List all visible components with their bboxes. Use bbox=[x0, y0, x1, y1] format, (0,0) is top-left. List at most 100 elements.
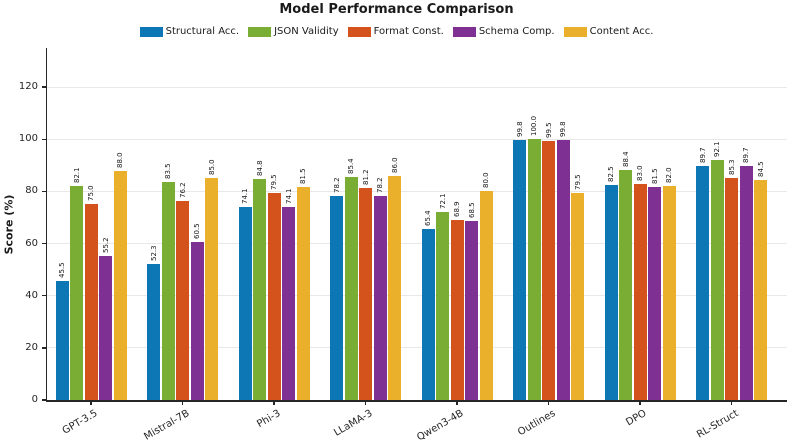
bar bbox=[70, 185, 83, 400]
bar-value-label: 78.2 bbox=[332, 177, 341, 194]
y-tick-mark bbox=[42, 294, 47, 297]
bar bbox=[513, 139, 526, 400]
bar bbox=[479, 191, 493, 400]
y-tick-mark bbox=[42, 399, 47, 401]
x-tick-label: DPO bbox=[624, 408, 649, 429]
gridline bbox=[47, 86, 787, 88]
bar bbox=[55, 281, 69, 400]
bar-value-label: 45.5 bbox=[58, 262, 66, 279]
legend-item: JSON Validity bbox=[248, 26, 339, 37]
bar bbox=[754, 179, 767, 400]
bar-value-label: 88.4 bbox=[621, 150, 630, 167]
bar-value-label: 89.7 bbox=[742, 147, 750, 164]
y-axis-title: Score (%) bbox=[2, 194, 16, 255]
bar bbox=[421, 229, 435, 400]
legend-item: Structural Acc. bbox=[139, 26, 240, 37]
x-tick-label: Outlines bbox=[515, 408, 557, 439]
gridline bbox=[47, 243, 787, 245]
x-tick-label: RL-Struct bbox=[694, 408, 740, 441]
y-tick-label: 120 bbox=[18, 81, 38, 93]
gridline bbox=[47, 138, 787, 140]
x-tick-mark bbox=[456, 400, 458, 405]
bar-value-label: 74.1 bbox=[284, 188, 293, 204]
bar-value-label: 89.7 bbox=[698, 147, 707, 164]
x-tick-label: Mistral-7B bbox=[141, 408, 191, 443]
bar-value-label: 81.5 bbox=[299, 168, 307, 185]
y-tick-label: 20 bbox=[25, 341, 38, 353]
legend-item: Format Const. bbox=[347, 26, 444, 37]
legend-swatch-icon bbox=[563, 26, 587, 37]
gridline bbox=[47, 190, 787, 192]
bar-value-label: 92.1 bbox=[713, 141, 721, 157]
bar-value-label: 83.0 bbox=[636, 164, 644, 181]
bar bbox=[662, 186, 676, 400]
bar-value-label: 55.2 bbox=[101, 237, 110, 254]
bar-value-label: 86.0 bbox=[390, 157, 399, 173]
bar-value-label: 80.0 bbox=[482, 172, 490, 189]
legend-label: Schema Comp. bbox=[478, 26, 555, 37]
legend-swatch-icon bbox=[452, 26, 476, 37]
bar bbox=[147, 263, 160, 400]
x-tick-mark bbox=[730, 400, 733, 405]
bar bbox=[619, 169, 632, 400]
bar-value-label: 68.9 bbox=[453, 201, 461, 218]
bar bbox=[648, 187, 661, 400]
bar-value-label: 85.3 bbox=[727, 158, 736, 175]
bar-value-label: 60.5 bbox=[193, 223, 201, 240]
bar-value-label: 81.5 bbox=[650, 168, 659, 185]
x-tick-label: GPT-3.5 bbox=[60, 408, 100, 437]
bar bbox=[465, 221, 478, 400]
bar-value-label: 76.2 bbox=[178, 182, 187, 199]
bar bbox=[739, 166, 753, 400]
bar bbox=[571, 192, 584, 400]
bar bbox=[161, 182, 175, 400]
bar bbox=[388, 175, 401, 400]
bar bbox=[238, 206, 252, 400]
bar-value-label: 78.2 bbox=[376, 177, 384, 194]
legend-label: JSON Validity bbox=[274, 26, 339, 37]
bar bbox=[282, 206, 295, 400]
bar bbox=[542, 140, 555, 400]
bar bbox=[330, 196, 343, 400]
bar-value-label: 100.0 bbox=[530, 116, 538, 137]
bar bbox=[710, 159, 724, 400]
bar-value-label: 65.4 bbox=[424, 210, 432, 227]
y-tick-label: 60 bbox=[25, 237, 38, 249]
legend-item: Content Acc. bbox=[563, 26, 654, 37]
bar bbox=[725, 177, 738, 400]
bar-value-label: 72.1 bbox=[438, 193, 447, 209]
bar-value-label: 81.2 bbox=[361, 169, 370, 186]
bar bbox=[450, 220, 464, 400]
chart-title: Model Performance Comparison bbox=[279, 2, 514, 17]
bar-value-label: 83.5 bbox=[164, 163, 172, 180]
y-tick-mark bbox=[42, 138, 47, 140]
legend-label: Structural Acc. bbox=[165, 26, 240, 37]
x-tick-label: LLaMA-3 bbox=[331, 408, 374, 439]
bar bbox=[527, 139, 541, 400]
legend-label: Content Acc. bbox=[589, 26, 654, 37]
bar bbox=[113, 170, 127, 400]
x-axis-spine bbox=[45, 400, 787, 402]
y-tick-label: 40 bbox=[25, 289, 38, 301]
bar bbox=[604, 184, 618, 400]
bar-value-label: 74.1 bbox=[241, 188, 249, 204]
x-tick-mark bbox=[639, 400, 641, 405]
x-tick-label: Qwen3-4B bbox=[415, 408, 466, 444]
x-tick-mark bbox=[273, 400, 275, 405]
y-tick-mark bbox=[42, 347, 47, 349]
bar bbox=[99, 256, 112, 400]
legend: Structural Acc. JSON Validity Format Const… bbox=[0, 26, 793, 37]
bar-value-label: 79.5 bbox=[270, 174, 278, 190]
bar-value-label: 79.5 bbox=[573, 174, 582, 190]
legend-swatch-icon bbox=[248, 26, 272, 37]
y-tick-label: 0 bbox=[31, 394, 38, 405]
x-tick-mark bbox=[90, 400, 92, 405]
x-tick-mark bbox=[364, 400, 367, 405]
y-tick-mark bbox=[42, 242, 47, 245]
bar bbox=[253, 178, 266, 400]
bar bbox=[436, 212, 449, 400]
gridline bbox=[47, 347, 787, 349]
x-tick-mark bbox=[547, 400, 550, 405]
bar-value-label: 99.5 bbox=[544, 121, 553, 138]
